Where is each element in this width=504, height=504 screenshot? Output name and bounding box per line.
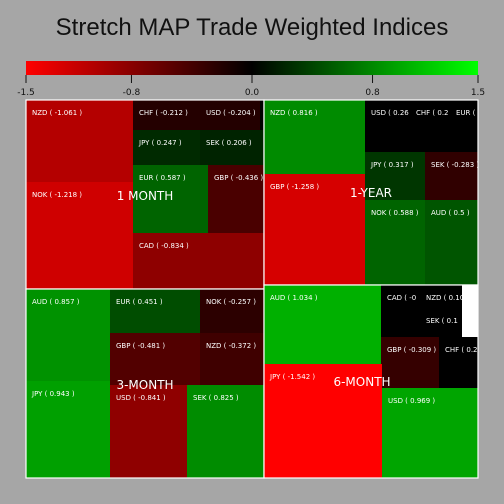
cell-label: JPY ( 0.943 ) xyxy=(31,390,75,398)
scale-tick-label: 1.5 xyxy=(471,88,485,98)
treemap-cell xyxy=(425,200,478,285)
treemap-cell xyxy=(26,381,110,478)
treemap-panel: NZD ( 0.816 ) USD ( 0.26 CHF ( 0.2 EUR ( JPY… xyxy=(263,99,479,286)
treemap-cell xyxy=(110,289,200,333)
cell-label: USD ( 0.26 xyxy=(371,109,409,117)
cell-label: NZD ( -1.061 ) xyxy=(32,109,82,117)
cell-label: USD ( 0.969 ) xyxy=(388,397,435,405)
treemap-cell xyxy=(208,165,264,233)
treemap-cell xyxy=(110,385,187,478)
treemap-panel: AUD ( 1.034 ) CAD ( -0 NZD ( 0.10 SEK ( 0.1… xyxy=(263,284,479,479)
cell-label: USD ( -0.841 ) xyxy=(116,394,166,402)
treemap-cell xyxy=(26,182,133,289)
cell-label: JPY ( 0.317 ) xyxy=(370,161,414,169)
panel-label: 1-YEAR xyxy=(350,186,392,200)
treemap-cell xyxy=(133,100,200,130)
chart-title: Stretch MAP Trade Weighted Indices xyxy=(55,14,449,41)
panel-label: 6-MONTH xyxy=(333,375,390,389)
cell-label: GBP ( -0.309 ) xyxy=(387,346,436,354)
cell-label: SEK ( 0.206 ) xyxy=(206,139,252,147)
treemap-cell xyxy=(382,388,478,478)
cell-label: NOK ( 0.588 ) xyxy=(371,209,419,217)
treemap-cell xyxy=(381,337,439,388)
treemap-cell xyxy=(264,174,365,285)
cell-label: AUD ( 1.034 ) xyxy=(270,294,318,302)
cell-label: CAD ( -0 xyxy=(387,294,416,302)
treemap-cell xyxy=(365,152,425,200)
treemap-outline xyxy=(25,99,479,479)
cell-label: SEK ( 0.825 ) xyxy=(193,394,239,402)
treemap-cell xyxy=(410,100,450,152)
cell-label: EUR ( 0.587 ) xyxy=(139,174,186,182)
treemap-panel: NZD ( -1.061 ) CHF ( -0.212 ) USD ( -0.204… xyxy=(25,99,271,290)
cell-label: NZD ( 0.816 ) xyxy=(270,109,318,117)
treemap-cell xyxy=(133,233,264,289)
cell-label: CHF ( 0.2 xyxy=(445,346,478,354)
cell-label: GBP ( -1.258 ) xyxy=(270,183,319,191)
treemap-cell xyxy=(260,100,264,130)
cell-label: SEK ( -0.283 ) xyxy=(431,161,479,169)
treemap-cell xyxy=(133,130,200,165)
treemap-cell xyxy=(425,152,478,200)
scale-tick-label: 0.8 xyxy=(365,88,380,98)
treemap-cell xyxy=(439,337,478,388)
cell-label: CHF ( 0.2 xyxy=(416,109,449,117)
treemap-panel: AUD ( 0.857 ) EUR ( 0.451 ) NOK ( -0.257 )… xyxy=(25,288,265,479)
cell-label: AUD ( 0.857 ) xyxy=(32,298,80,306)
treemap-cell xyxy=(200,130,264,165)
scale-tick-label: -0.8 xyxy=(123,88,141,98)
treemap-cell xyxy=(110,333,200,385)
cell-label: JPY ( 0.247 ) xyxy=(138,139,182,147)
treemap-cell xyxy=(200,289,264,333)
treemap-cell xyxy=(200,333,264,385)
treemap-cell xyxy=(420,308,462,337)
cell-label: NZD ( -0.372 ) xyxy=(206,342,256,350)
cell-label: NZD ( 0.10 xyxy=(426,294,464,302)
treemap-cell xyxy=(26,100,133,182)
cell-label: AUD ( 0.5 ) xyxy=(431,209,470,217)
treemap-cell xyxy=(264,364,382,478)
cell-label: CAD ( -0.834 ) xyxy=(139,242,189,250)
treemap-cell xyxy=(26,289,110,381)
cell-label: SEK ( 0.1 xyxy=(426,317,458,325)
treemap-cell xyxy=(200,100,260,130)
cell-label: GBP ( -0.481 ) xyxy=(116,342,165,350)
cell-label: JPY ( -1.542 ) xyxy=(269,373,315,381)
treemap-cell xyxy=(365,100,410,152)
scale-tick-label: -1.5 xyxy=(17,88,35,98)
treemap-cell xyxy=(381,285,420,337)
scale-tick-label: 0.0 xyxy=(245,88,260,98)
panel-label: 1 MONTH xyxy=(117,189,174,203)
cell-label: NOK ( -0.257 ) xyxy=(206,298,256,306)
cell-label: CHF ( -0.212 ) xyxy=(139,109,188,117)
treemap-cell xyxy=(133,165,208,233)
cell-label: EUR ( xyxy=(456,109,476,117)
color-scale-legend: -1.5 -0.8 0.0 0.8 1.5 xyxy=(17,61,485,98)
cell-label: NOK ( -1.218 ) xyxy=(32,191,82,199)
panel-label: 3-MONTH xyxy=(116,378,173,392)
treemap-cell xyxy=(420,285,462,308)
treemap-cell xyxy=(450,100,478,152)
treemap-cell xyxy=(264,285,381,364)
treemap-cell xyxy=(365,200,425,285)
cell-label: USD ( -0.204 ) xyxy=(206,109,256,117)
color-scale-bar xyxy=(26,61,478,75)
treemap-cell xyxy=(187,385,264,478)
treemap-cell xyxy=(264,100,365,174)
cell-label: EUR ( 0.451 ) xyxy=(116,298,163,306)
cell-label: GBP ( -0.436 ) xyxy=(214,174,263,182)
